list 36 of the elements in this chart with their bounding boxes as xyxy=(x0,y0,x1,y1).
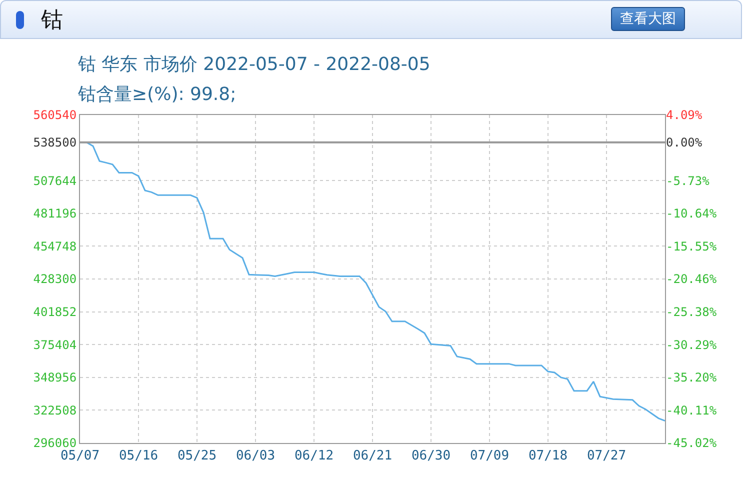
x-tick-label: 06/30 xyxy=(411,448,451,464)
y-tick-label: 560540 xyxy=(33,108,77,122)
chart-title: 钴 华东 市场价 2022-05-07 - 2022-08-05 xyxy=(78,53,430,76)
y-tick-label: 348956 xyxy=(33,370,77,385)
y-tick-label: 296060 xyxy=(33,436,77,450)
x-tick-label: 06/12 xyxy=(294,448,334,464)
y2-tick-label: -45.02% xyxy=(666,436,718,450)
y-tick-label: 322508 xyxy=(33,403,77,418)
y-tick-label: 454748 xyxy=(33,239,77,254)
y2-tick-label: -40.11% xyxy=(666,403,718,418)
x-tick-label: 06/03 xyxy=(236,448,276,464)
y2-tick-label: 4.09% xyxy=(666,108,703,122)
x-tick-label: 07/18 xyxy=(528,448,568,464)
y-tick-label: 481196 xyxy=(33,206,77,221)
text: 钴 xyxy=(41,7,63,35)
x-tick-label: 06/21 xyxy=(352,448,392,464)
y-tick-label: 507644 xyxy=(33,174,77,188)
y2-tick-label: -30.29% xyxy=(666,338,718,352)
y2-tick-label: -25.38% xyxy=(666,305,718,320)
x-tick-label: 05/07 xyxy=(60,448,100,464)
x-tick-label: 07/09 xyxy=(470,448,510,464)
y2-tick-label: -35.20% xyxy=(666,370,718,385)
x-tick-label: 07/27 xyxy=(586,448,626,464)
y2-tick-label: -15.55% xyxy=(666,239,718,254)
text: 查看大图 xyxy=(611,7,685,31)
y2-tick-label: -5.73% xyxy=(666,174,710,188)
y2-tick-label: -20.46% xyxy=(666,272,718,286)
x-tick-label: 05/16 xyxy=(118,448,158,464)
x-tick-label: 05/25 xyxy=(177,448,217,464)
y-tick-label: 538500 xyxy=(33,136,77,150)
y2-tick-label: 0.00% xyxy=(666,136,703,150)
y2-tick-label: -10.64% xyxy=(666,206,718,221)
chart-subtitle: 钴含量≥(%): 99.8; xyxy=(78,83,236,106)
y-tick-label: 375404 xyxy=(33,338,77,352)
y-tick-label: 428300 xyxy=(33,272,77,286)
y-tick-label: 401852 xyxy=(33,305,77,319)
